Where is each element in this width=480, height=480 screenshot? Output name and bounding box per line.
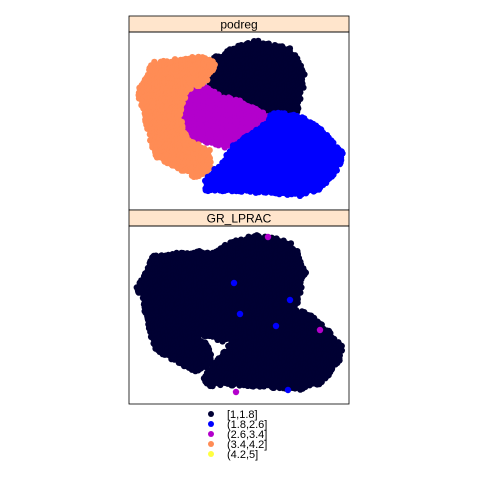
point-podreg-3299 xyxy=(333,167,340,174)
points-gr-lprac xyxy=(133,232,345,396)
strip-label-gr-lprac: GR_LPRAC xyxy=(207,212,272,226)
point-podreg-817 xyxy=(301,71,308,78)
point-podreg-1939 xyxy=(181,94,189,102)
point-podreg-1993 xyxy=(187,85,194,92)
strip-label-podreg: podreg xyxy=(220,18,257,32)
point-podreg-2151 xyxy=(206,147,213,154)
points-podreg xyxy=(135,37,346,199)
point-podreg-2150 xyxy=(205,71,212,78)
panel-podreg: podreg xyxy=(128,15,350,211)
point-podreg-1869 xyxy=(176,111,184,118)
panel-gr-lprac: GR_LPRAC xyxy=(128,209,350,405)
point-podreg-808 xyxy=(297,95,304,103)
point-podreg-3289 xyxy=(330,171,337,178)
point-podreg-1906 xyxy=(179,99,186,107)
point-podreg-816 xyxy=(300,84,307,91)
point-podreg-3311 xyxy=(337,159,344,166)
point-podreg-2164 xyxy=(210,64,217,72)
point-podreg-2134 xyxy=(204,76,211,84)
